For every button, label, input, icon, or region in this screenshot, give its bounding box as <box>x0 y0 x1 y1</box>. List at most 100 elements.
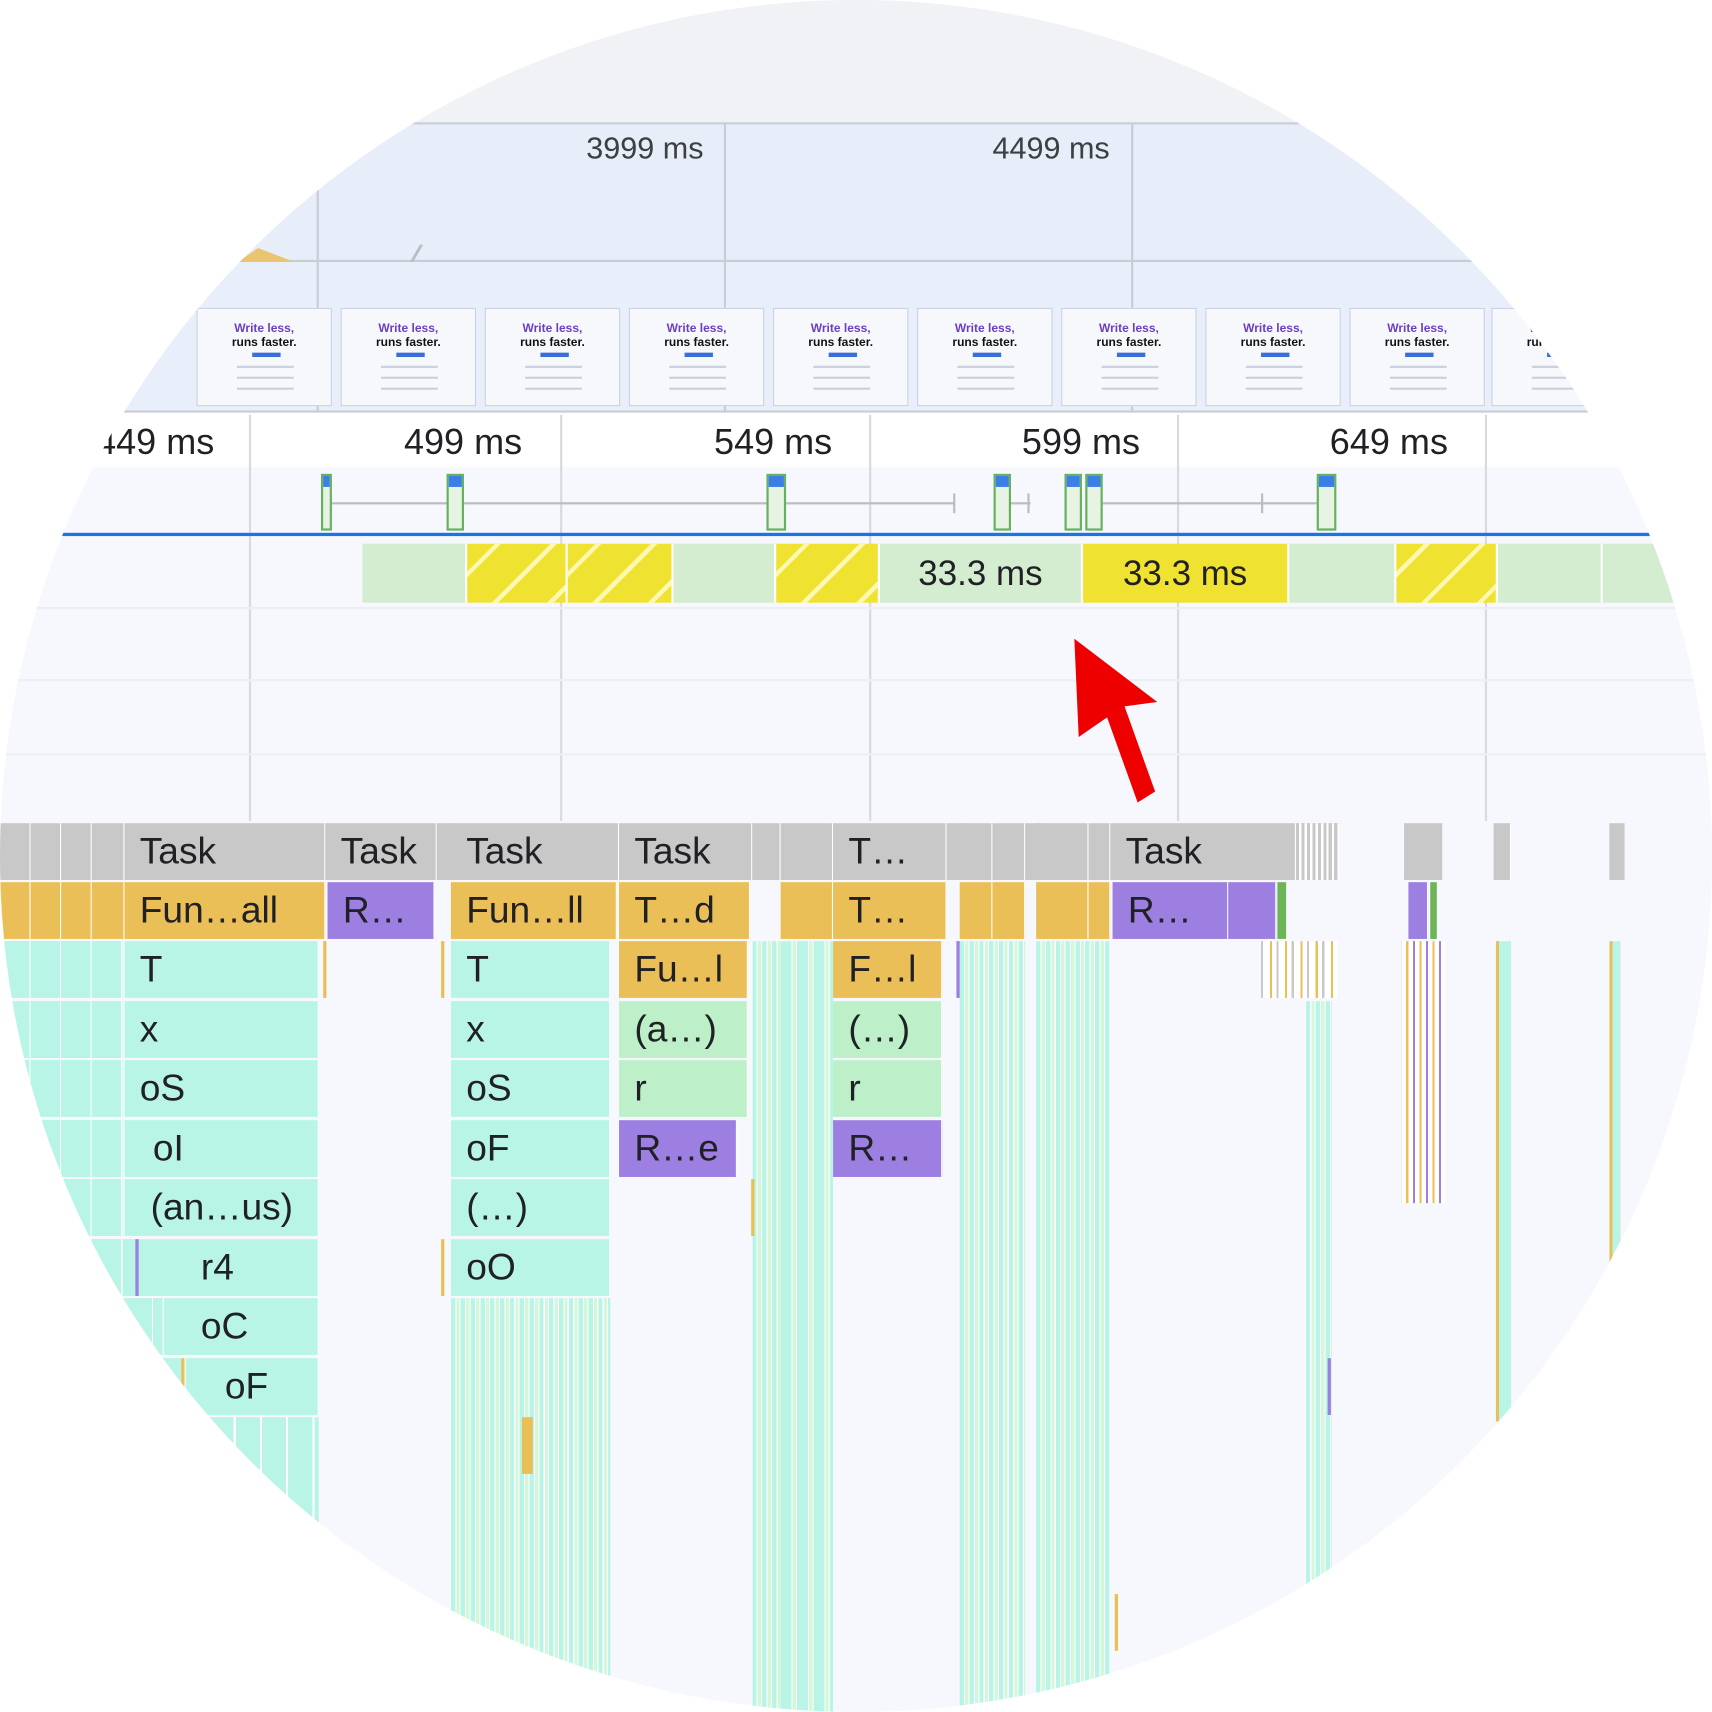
script-stack[interactable] <box>0 1239 138 1296</box>
script-call[interactable]: oO <box>450 1239 611 1296</box>
task-block[interactable]: Task <box>124 823 326 880</box>
deep-call-stack[interactable] <box>1036 941 1111 1712</box>
network-request[interactable] <box>320 473 332 531</box>
script-call[interactable]: oF <box>450 1120 611 1177</box>
frame-ok[interactable] <box>1497 543 1603 603</box>
task-block[interactable] <box>1088 823 1111 880</box>
function-call[interactable] <box>1088 882 1111 939</box>
function-call[interactable] <box>91 882 125 939</box>
script-stack[interactable] <box>0 1001 125 1058</box>
frame-ok[interactable] <box>362 543 468 603</box>
task-block[interactable]: T… <box>833 823 947 880</box>
rendering-event[interactable]: R… <box>327 882 435 939</box>
network-request[interactable] <box>993 473 1012 531</box>
function-call[interactable]: Fun…all <box>124 882 326 939</box>
filmstrip-frame[interactable]: Write less, runs faster. <box>340 307 477 407</box>
script-call[interactable]: r <box>619 1060 748 1117</box>
deep-call-stack[interactable] <box>959 941 1026 1712</box>
rendering-event[interactable]: R…e <box>619 1120 737 1177</box>
script-stack[interactable] <box>0 1120 125 1177</box>
gc-event[interactable] <box>1277 882 1287 939</box>
task-block[interactable] <box>1493 823 1512 880</box>
task-block[interactable] <box>61 823 92 880</box>
deep-call-stack[interactable] <box>752 941 781 1712</box>
script-call[interactable]: T <box>450 941 611 998</box>
filmstrip-frame[interactable]: Write less, runs faster. <box>628 307 765 407</box>
task-block[interactable] <box>959 823 993 880</box>
script-call[interactable]: (a…) <box>619 1001 748 1058</box>
script-call[interactable]: oI <box>124 1120 319 1177</box>
function-call[interactable] <box>521 1417 533 1474</box>
script-call[interactable]: r <box>833 1060 943 1117</box>
filmstrip-frame[interactable]: Write less, runs faster. <box>1205 307 1341 407</box>
function-call[interactable]: Fu…l <box>619 941 748 998</box>
short-calls[interactable] <box>1261 941 1338 998</box>
function-call[interactable]: T… <box>833 882 947 939</box>
frame-dropped[interactable] <box>776 543 880 603</box>
script-call[interactable]: oF <box>185 1358 319 1415</box>
task-block[interactable] <box>0 823 31 880</box>
task-block[interactable] <box>780 823 834 880</box>
task-block[interactable] <box>30 823 62 880</box>
function-call[interactable] <box>959 882 993 939</box>
task-block[interactable] <box>992 823 1026 880</box>
filmstrip-frame[interactable]: Write less, runs faster. <box>1061 307 1197 407</box>
deep-call-stack[interactable] <box>0 1417 319 1712</box>
task-block[interactable] <box>91 823 125 880</box>
filmstrip-frame[interactable]: Write less, runs faster. <box>484 307 621 407</box>
function-call[interactable]: Fun…ll <box>450 882 617 939</box>
task-block[interactable] <box>752 823 781 880</box>
task-block[interactable] <box>1609 823 1626 880</box>
task-block[interactable] <box>1295 823 1340 880</box>
deep-call-stack[interactable] <box>1305 1001 1332 1712</box>
script-call[interactable]: x <box>124 1001 319 1058</box>
function-call[interactable] <box>992 882 1026 939</box>
frame-dropped[interactable] <box>467 543 568 603</box>
script-stack[interactable] <box>0 1358 186 1415</box>
script-call[interactable]: x <box>450 1001 611 1058</box>
rendering-event[interactable] <box>1408 882 1429 939</box>
frame-ok-highlighted[interactable]: 33.3 ms <box>879 543 1084 603</box>
short-calls[interactable] <box>1495 941 1512 1422</box>
task-block[interactable]: Task <box>325 823 437 880</box>
function-call[interactable]: F…l <box>833 941 943 998</box>
deep-call-stack[interactable] <box>780 941 834 1712</box>
script-stack[interactable] <box>0 1298 164 1355</box>
gc-event[interactable] <box>1430 882 1437 939</box>
cpu-overview[interactable] <box>0 124 1712 263</box>
script-stack[interactable] <box>0 1179 125 1236</box>
function-call[interactable] <box>30 882 62 939</box>
filmstrip-frame[interactable]: Write less, runs faster. <box>917 307 1053 407</box>
script-call[interactable]: oS <box>124 1060 319 1117</box>
rendering-event[interactable] <box>1228 882 1277 939</box>
network-request[interactable] <box>1085 473 1103 531</box>
function-call[interactable] <box>780 882 834 939</box>
function-call[interactable]: T…d <box>619 882 751 939</box>
function-call[interactable] <box>1036 882 1089 939</box>
script-stack[interactable] <box>0 941 125 998</box>
filmstrip-frame[interactable]: Write less, runs faster. <box>772 307 909 407</box>
script-call[interactable]: (an…us) <box>124 1179 319 1236</box>
function-call[interactable] <box>0 882 31 939</box>
frame-partial-highlighted[interactable]: 33.3 ms <box>1083 543 1290 603</box>
script-stack[interactable] <box>0 1060 125 1117</box>
filmstrip-frame[interactable]: Write less, runs faster. <box>1491 307 1627 407</box>
rendering-event[interactable]: R… <box>833 1120 943 1177</box>
short-calls[interactable] <box>1609 941 1621 1269</box>
script-call[interactable]: T <box>124 941 319 998</box>
task-block[interactable]: Task <box>450 823 620 880</box>
frame-ok[interactable] <box>673 543 777 603</box>
task-block[interactable]: Task <box>1110 823 1296 880</box>
task-block[interactable]: Task <box>619 823 753 880</box>
network-request[interactable] <box>446 473 465 531</box>
script-call[interactable]: (…) <box>833 1001 943 1058</box>
filmstrip-frame[interactable]: Write less, runs faster. <box>196 307 332 407</box>
network-request[interactable] <box>1064 473 1082 531</box>
filmstrip-frame[interactable]: Write less, runs faster. <box>1349 307 1485 407</box>
frame-ok[interactable] <box>1602 543 1712 603</box>
short-calls[interactable] <box>1401 941 1446 1204</box>
rendering-event[interactable]: R… <box>1112 882 1229 939</box>
function-call[interactable] <box>61 882 92 939</box>
script-call[interactable]: (…) <box>450 1179 611 1236</box>
frame-ok[interactable] <box>1289 543 1397 603</box>
